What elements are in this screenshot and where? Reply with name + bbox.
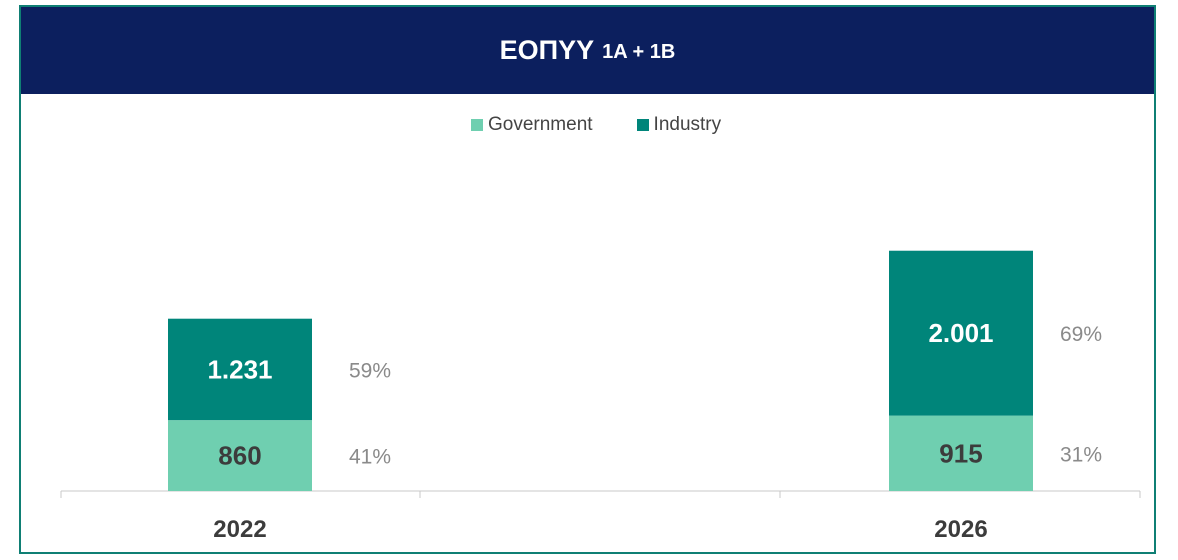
chart-legend: Government Industry <box>471 114 721 136</box>
x-tick-label-2022: 2022 <box>213 516 266 543</box>
share-label-industry-2026: 69% <box>1060 323 1102 346</box>
legend-item-industry: Industry <box>636 114 722 136</box>
chart-subtitle: 1A + 1B <box>602 41 676 63</box>
share-label-government-2022: 41% <box>349 446 391 469</box>
legend-label-industry: Industry <box>653 114 722 135</box>
data-label-government-2026: 915 <box>939 438 982 468</box>
chart-header: ΕΟΠΥΥ 1A + 1B <box>21 7 1154 94</box>
legend-swatch-industry <box>636 119 649 131</box>
legend-swatch-government <box>471 119 483 131</box>
data-label-industry-2026: 2.001 <box>928 318 993 348</box>
data-label-government-2022: 860 <box>218 441 261 471</box>
bar-industry-2026 <box>889 250 1033 416</box>
data-label-industry-2022: 1.231 <box>207 354 272 384</box>
share-label-industry-2022: 59% <box>349 359 391 382</box>
share-label-government-2026: 31% <box>1060 443 1102 466</box>
bar-industry-2022 <box>168 318 312 421</box>
legend-label-government: Government <box>488 114 593 135</box>
chart-title: ΕΟΠΥΥ <box>499 35 595 65</box>
legend-item-government: Government <box>471 114 593 136</box>
bar-government-2022 <box>168 420 312 491</box>
bar-government-2026 <box>889 415 1033 491</box>
x-tick-label-2026: 2026 <box>934 516 987 543</box>
